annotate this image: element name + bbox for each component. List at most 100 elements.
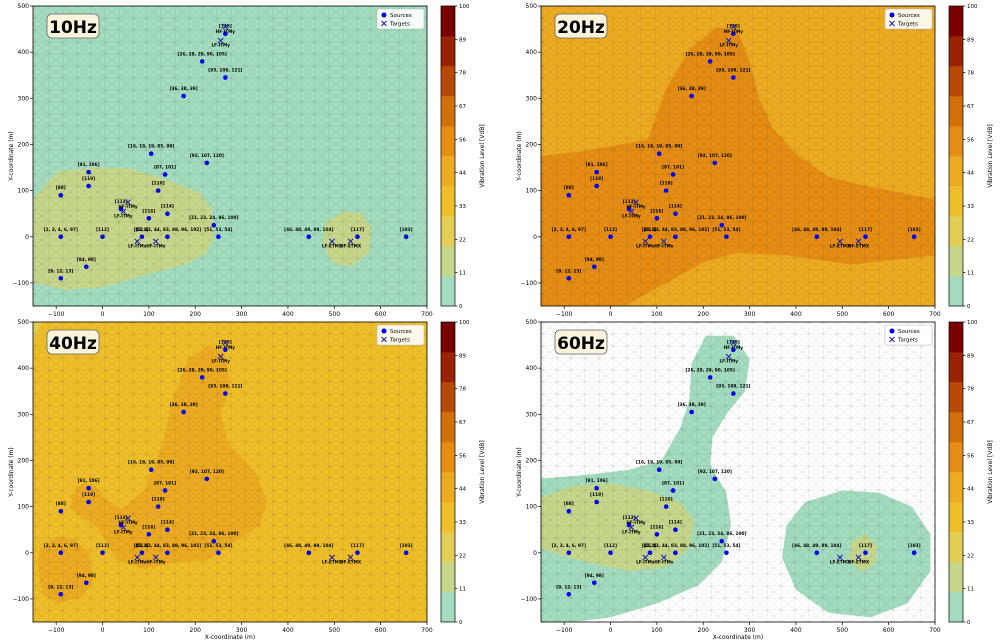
- source-point: [355, 550, 360, 556]
- colorbar-segment: [949, 352, 963, 383]
- title-badge: [46, 13, 100, 39]
- colorbar-segment: [949, 562, 963, 593]
- source-label: [92, 107, 120]: [190, 469, 224, 475]
- source-point: [670, 488, 676, 493]
- panel-title: 60Hz: [557, 334, 605, 354]
- colorbar-frame: [948, 321, 964, 623]
- legend-target-marker: [381, 20, 387, 27]
- source-point: [204, 160, 210, 166]
- colorbar-tick-label: 78: [967, 387, 974, 393]
- target-marker: [347, 554, 354, 561]
- source-label: [103]: [400, 227, 413, 233]
- source-point: [656, 467, 662, 472]
- colorbar-segment: [949, 186, 963, 217]
- y-tick-label: 100: [18, 504, 30, 511]
- target-marker: [134, 238, 141, 245]
- source-point: [654, 216, 660, 221]
- source-label: [116]: [650, 524, 663, 530]
- source-point: [165, 211, 170, 216]
- source-label: [111]: [643, 543, 656, 549]
- x-tick-label: 0: [101, 627, 105, 634]
- source-label: [93, 108, 121]: [208, 68, 242, 74]
- source-label: [9, 12, 13]: [48, 584, 73, 590]
- source-point: [707, 59, 713, 64]
- source-label: [91, 106]: [78, 478, 100, 484]
- colorbar-segment: [441, 532, 455, 563]
- source-point: [673, 211, 678, 216]
- target-label: LF-ETMX: [322, 559, 343, 564]
- colorbar-tick-label: 56: [459, 137, 466, 143]
- source-label: [41, 43, 44, 83, 88, 96, 102]: [642, 543, 710, 549]
- legend-targets-label: Targets: [389, 338, 410, 344]
- source-point: [594, 183, 599, 189]
- source-label: [111]: [135, 543, 148, 549]
- x-tick-label: 500: [837, 627, 849, 634]
- x-tick-label: 300: [744, 311, 756, 318]
- source-point: [566, 192, 572, 198]
- panel-40Hz: [118][26, 28, 29, 90, 105][93, 108, 121]…: [8, 319, 486, 640]
- source-point: [592, 580, 597, 586]
- source-point: [181, 409, 186, 415]
- colorbar-tick-label: 44: [967, 487, 974, 493]
- target-label: HF-ITMy: [118, 204, 138, 209]
- y-tick-label: −100: [13, 280, 30, 287]
- source-point: [731, 75, 736, 80]
- y-tick-label: 400: [18, 49, 30, 56]
- colorbar-tick-label: 44: [967, 171, 974, 177]
- colorbar-segment: [949, 216, 963, 247]
- colorbar-segment: [441, 36, 455, 67]
- x-tick-label: −100: [48, 311, 65, 318]
- mesh-overlay: [33, 322, 427, 622]
- source-label: [103]: [908, 227, 921, 233]
- source-label: [112]: [96, 543, 109, 549]
- source-point: [162, 172, 168, 177]
- source-label: [51, 53, 54]: [712, 543, 740, 549]
- target-label: LF-ITMx: [128, 559, 147, 564]
- colorbar-tick-label: 11: [459, 587, 466, 593]
- target-label: LF-ITMx: [636, 243, 655, 248]
- x-tick-label: −100: [556, 311, 573, 318]
- y-tick-label: 500: [18, 319, 30, 326]
- target-label: LF-ITMy: [114, 213, 133, 218]
- source-point: [165, 527, 170, 532]
- y-tick-label: 200: [18, 141, 30, 148]
- colorbar-tick-label: 100: [459, 4, 470, 10]
- target-marker: [152, 554, 159, 561]
- target-marker: [347, 238, 354, 245]
- source-label: [46, 48, 49, 89, 104]: [284, 543, 333, 549]
- source-point: [199, 375, 205, 380]
- source-point: [100, 550, 105, 556]
- colorbar-segment: [949, 532, 963, 563]
- legend-targets-label: Targets: [897, 338, 918, 344]
- source-point: [663, 188, 669, 193]
- colorbar-tick-label: 0: [459, 304, 463, 310]
- plot-frame: [540, 321, 936, 623]
- colorbar-label: Vibration Level [VdB]: [479, 440, 486, 503]
- colorbar-frame: [948, 5, 964, 307]
- source-point: [707, 375, 713, 380]
- colorbar-frame: [440, 321, 456, 623]
- source-point: [814, 550, 820, 556]
- x-tick-label: 100: [143, 311, 155, 318]
- target-marker: [725, 353, 732, 360]
- source-label: [117]: [351, 227, 364, 233]
- colorbar-tick-label: 33: [967, 204, 974, 210]
- colorbar-segment: [441, 96, 455, 127]
- source-point: [594, 485, 599, 491]
- colorbar-segment: [441, 246, 455, 277]
- y-tick-label: 400: [526, 49, 538, 56]
- x-tick-label: 300: [236, 627, 248, 634]
- source-label: [46, 48, 49, 89, 104]: [792, 227, 841, 233]
- x-tick-label: 400: [282, 627, 294, 634]
- x-tick-label: 200: [698, 311, 710, 318]
- target-label: LF-ETMX: [830, 243, 851, 248]
- colorbar-segment: [949, 412, 963, 443]
- colorbar-tick-label: 56: [459, 453, 466, 459]
- target-label: LF-ITMy: [114, 529, 133, 534]
- colorbar-segment: [441, 352, 455, 383]
- colorbar-segment: [441, 472, 455, 503]
- y-tick-label: 500: [18, 3, 30, 10]
- target-marker: [222, 339, 229, 346]
- source-point: [719, 222, 725, 228]
- target-label: HF-ITMx: [146, 559, 166, 564]
